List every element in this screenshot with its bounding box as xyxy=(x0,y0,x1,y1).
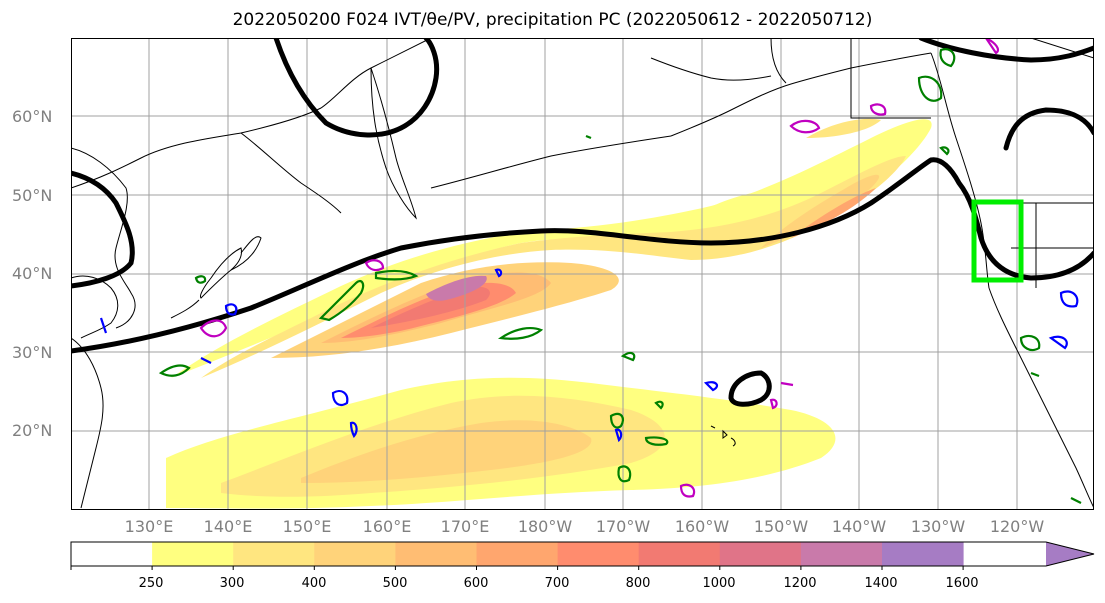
colorbar-tick: 1000 xyxy=(702,576,736,591)
colorbar-tick: 600 xyxy=(463,576,489,591)
map-canvas xyxy=(71,38,1094,510)
colorbar-cell xyxy=(314,542,396,566)
colorbar-cell xyxy=(719,542,802,566)
lon-label: 140°E xyxy=(203,517,253,536)
lon-label: 140°W xyxy=(831,517,887,536)
pv-contours-magenta xyxy=(199,38,1000,498)
colorbar-cell xyxy=(557,542,640,566)
lon-label: 130°E xyxy=(124,517,174,536)
colorbar-cell xyxy=(800,542,883,566)
colorbar-cell xyxy=(638,542,721,566)
colorbar-tick: 300 xyxy=(219,576,245,591)
lon-label: 160°W xyxy=(674,517,730,536)
colorbar-tick: 250 xyxy=(138,576,164,591)
map-frame xyxy=(71,38,1094,510)
pv-contours-blue xyxy=(99,268,1079,443)
colorbar-tick: 800 xyxy=(625,576,651,591)
lon-label: 170°E xyxy=(440,517,490,536)
theta-e-contours xyxy=(71,38,1094,407)
lat-label: 50°N xyxy=(12,186,53,205)
colorbar xyxy=(70,541,1095,570)
lat-label: 20°N xyxy=(12,421,53,440)
lat-label: 40°N xyxy=(12,264,53,283)
colorbar-cell xyxy=(71,542,153,566)
colorbar-tick: 700 xyxy=(544,576,570,591)
region-box xyxy=(971,199,1024,283)
lon-label: 180°W xyxy=(517,517,573,536)
page-title: 2022050200 F024 IVT/θe/PV, precipitation… xyxy=(232,10,873,30)
colorbar-tick: 1200 xyxy=(783,576,817,591)
colorbar-cell xyxy=(476,542,559,566)
pv-contours-green xyxy=(158,48,1082,504)
lat-label: 60°N xyxy=(12,107,53,126)
colorbar-tick: 500 xyxy=(382,576,408,591)
graticule xyxy=(71,38,1094,510)
ivt-shading xyxy=(166,118,932,509)
colorbar-tick: 1600 xyxy=(945,576,979,591)
colorbar-cell xyxy=(152,542,234,566)
coastlines xyxy=(71,38,1094,509)
lon-label: 170°W xyxy=(595,517,651,536)
lon-label: 130°W xyxy=(910,517,966,536)
colorbar-cell xyxy=(395,542,477,566)
colorbar-cell xyxy=(882,542,964,566)
colorbar-tick: 400 xyxy=(301,576,327,591)
lon-label: 150°W xyxy=(753,517,809,536)
lon-label: 150°E xyxy=(282,517,332,536)
lon-label: 120°W xyxy=(989,517,1045,536)
lat-label: 30°N xyxy=(12,343,53,362)
colorbar-tick: 1400 xyxy=(864,576,898,591)
lon-label: 160°E xyxy=(362,517,412,536)
colorbar-cell xyxy=(233,542,315,566)
